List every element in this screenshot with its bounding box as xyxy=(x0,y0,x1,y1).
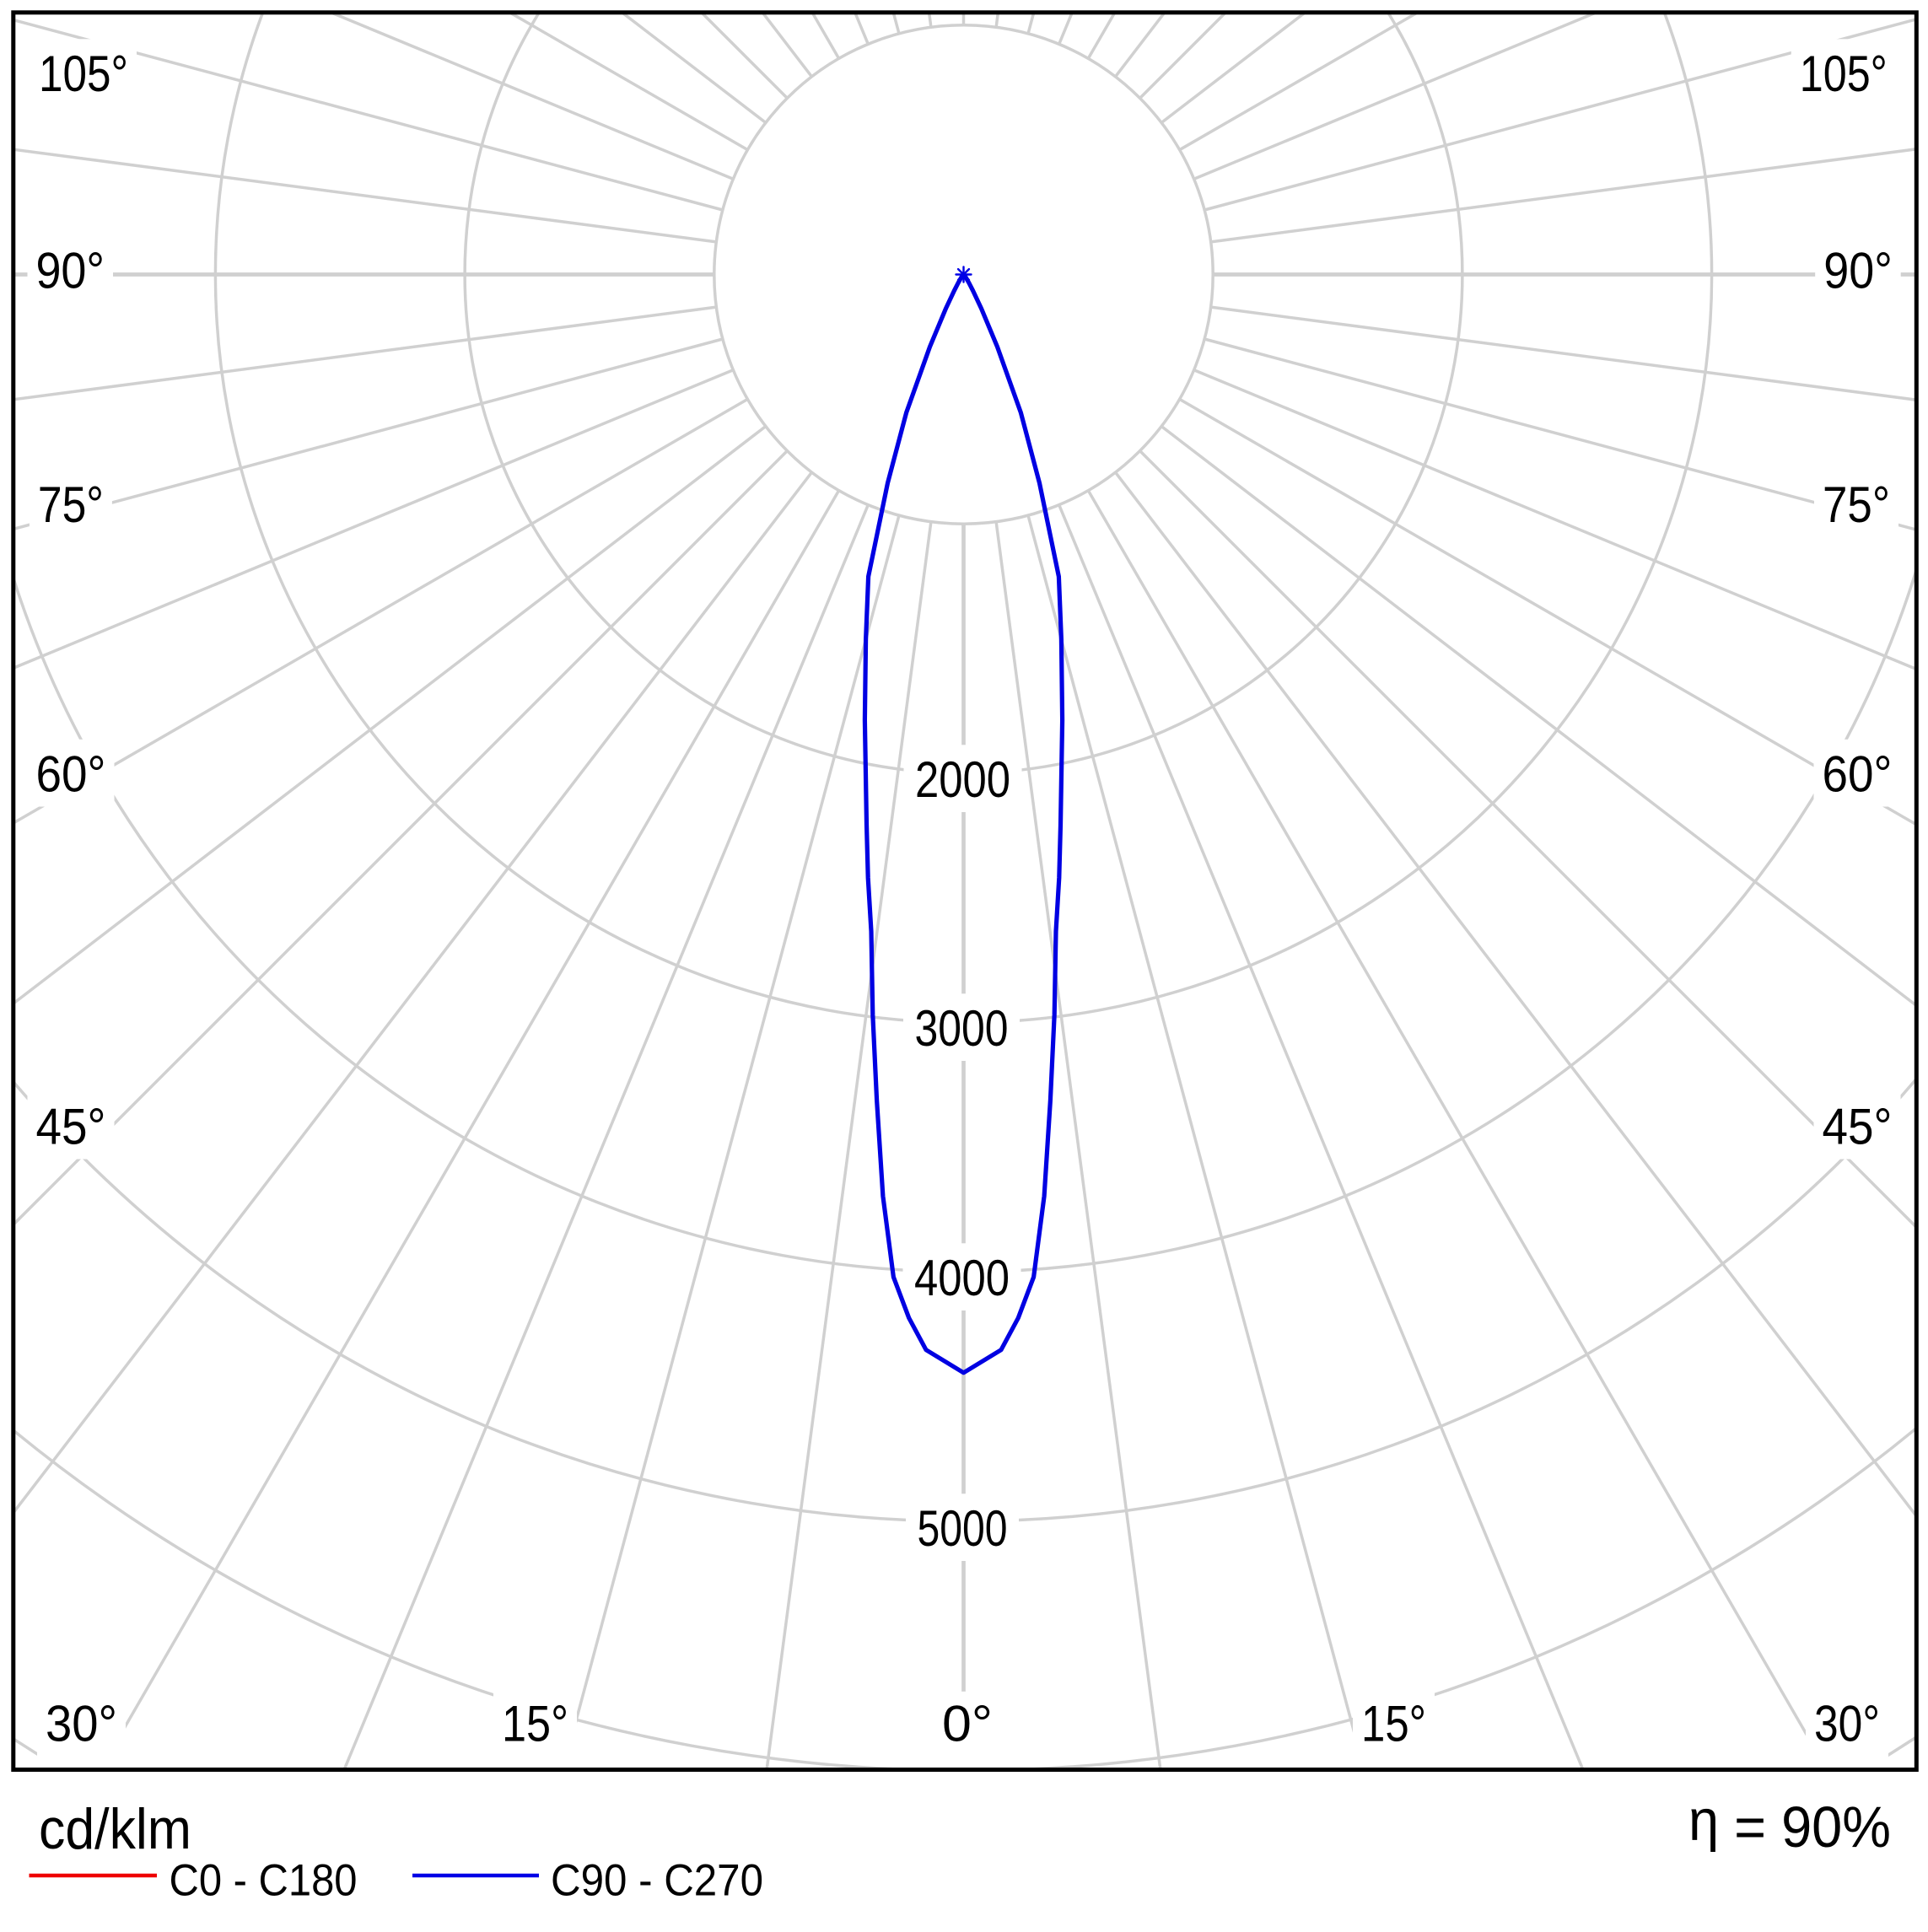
svg-text:90°: 90° xyxy=(1823,243,1893,299)
svg-text:3000: 3000 xyxy=(915,1000,1009,1057)
svg-text:2000: 2000 xyxy=(915,751,1010,808)
svg-text:30°: 30° xyxy=(46,1696,117,1752)
svg-text:90°: 90° xyxy=(35,243,105,299)
svg-text:75°: 75° xyxy=(1823,476,1890,533)
svg-text:105°: 105° xyxy=(1800,46,1888,102)
svg-text:4000: 4000 xyxy=(914,1250,1010,1306)
svg-text:0°: 0° xyxy=(942,1696,993,1752)
svg-text:C0 - C180: C0 - C180 xyxy=(170,1856,358,1906)
svg-text:5000: 5000 xyxy=(918,1500,1008,1557)
svg-text:105°: 105° xyxy=(39,46,128,102)
svg-text:15°: 15° xyxy=(1361,1696,1426,1752)
svg-text:30°: 30° xyxy=(1814,1696,1880,1752)
svg-text:C90 - C270: C90 - C270 xyxy=(551,1856,763,1906)
svg-text:15°: 15° xyxy=(502,1696,568,1752)
svg-text:45°: 45° xyxy=(1823,1099,1893,1155)
svg-text:60°: 60° xyxy=(1823,746,1893,803)
svg-text:60°: 60° xyxy=(36,746,106,803)
svg-text:45°: 45° xyxy=(36,1099,106,1155)
svg-text:cd/klm: cd/klm xyxy=(39,1797,191,1861)
svg-text:75°: 75° xyxy=(38,476,104,533)
svg-text:η = 90%: η = 90% xyxy=(1688,1788,1891,1859)
